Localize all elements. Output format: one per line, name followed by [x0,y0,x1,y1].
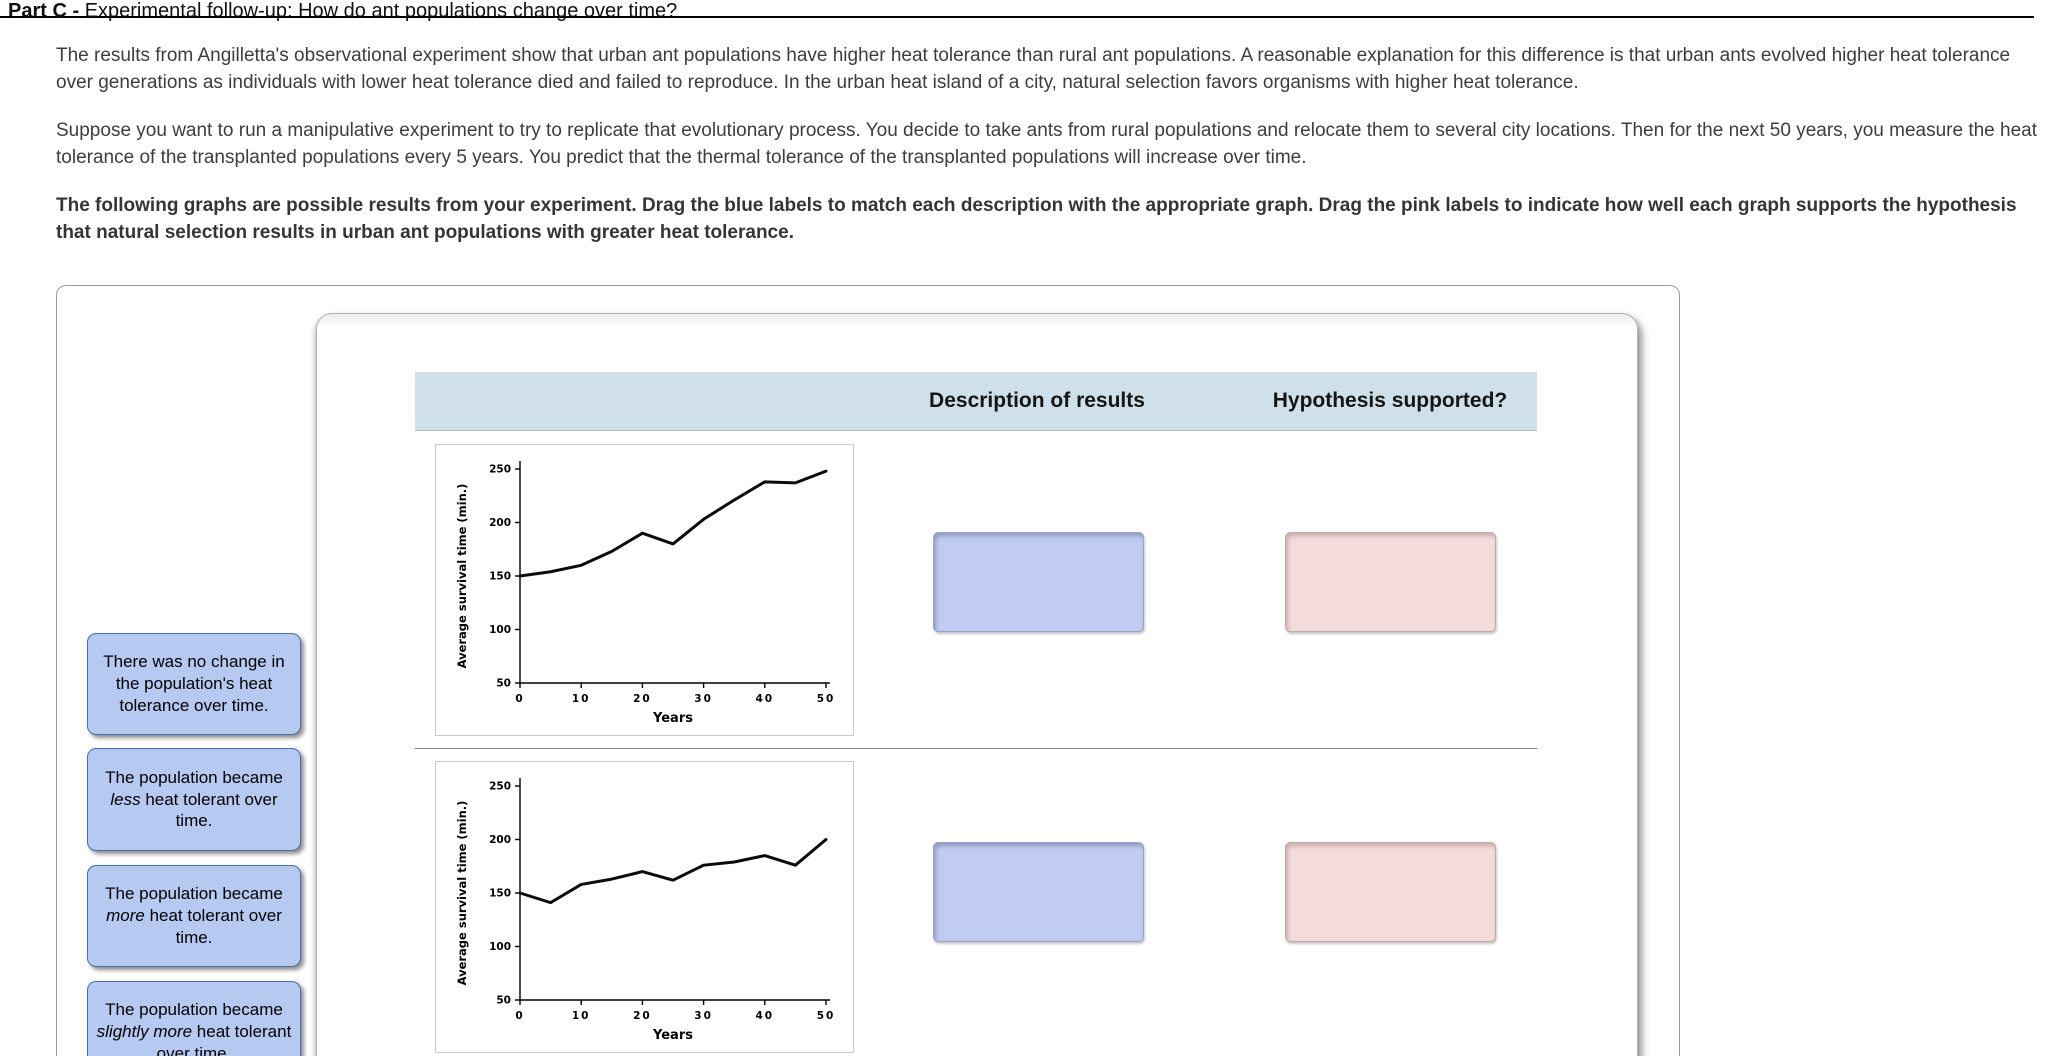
description-drop-zone-row1[interactable] [933,532,1144,632]
label-text-part: heat tolerant over time. [144,906,282,947]
svg-text:Years: Years [652,711,693,726]
svg-text:50: 50 [496,995,511,1007]
svg-text:20: 20 [633,1010,652,1022]
svg-text:30: 30 [694,693,713,705]
label-text-part: The population became [105,1000,283,1020]
description-drop-zone-row2[interactable] [933,842,1144,942]
label-text-italic: more [106,906,145,926]
svg-text:30: 30 [694,1010,713,1022]
svg-text:20: 20 [633,693,652,705]
svg-text:10: 10 [572,693,591,705]
top-divider [0,16,2034,18]
label-text-part: There was no change in the population's … [103,652,285,715]
svg-text:40: 40 [755,1010,774,1022]
graph-rising-slightly: 50 100 150 200 250 0 10 20 30 40 50 Years Average su… [435,761,854,1053]
drag-label-more-tolerant[interactable]: The population became more heat tolerant… [87,865,301,967]
drag-label-less-tolerant[interactable]: The population became less heat tolerant… [87,748,301,851]
label-text-italic: slightly more [96,1022,193,1042]
svg-text:Average survival time (min.): Average survival time (min.) [455,801,469,986]
label-text-part: The population became [105,767,283,787]
column-header-description: Description of results [929,389,1145,412]
svg-text:250: 250 [489,464,511,476]
paragraph-background: The results from Angilletta's observatio… [56,45,2011,93]
svg-text:100: 100 [489,624,511,636]
svg-text:50: 50 [817,1010,836,1022]
line-chart: 50 100 150 200 250 0 10 20 30 40 50 Years Average su… [455,461,836,726]
svg-text:50: 50 [817,693,836,705]
hypothesis-drop-zone-row2[interactable] [1285,842,1496,942]
part-label: Part C - [8,0,85,22]
drag-label-text: The population became less heat tolerant… [96,767,292,832]
svg-text:200: 200 [489,517,511,529]
svg-text:Average survival time (min.): Average survival time (min.) [455,484,469,669]
label-text-part: heat tolerant over time. [140,789,278,831]
drag-label-text: There was no change in the population's … [96,651,292,716]
drag-label-slightly-more-tolerant[interactable]: The population became slightly more heat… [87,981,301,1056]
instructions: The results from Angilletta's observatio… [56,42,2044,267]
svg-text:0: 0 [515,1010,524,1022]
line-chart: 50 100 150 200 250 0 10 20 30 40 50 Years Average su… [455,778,836,1043]
graph-rising-strongly: 50 100 150 200 250 0 10 20 30 40 50 Years Average su… [435,444,854,736]
column-header-hypothesis: Hypothesis supported? [1272,389,1508,412]
label-text-part: heat tolerant over time. [156,1022,292,1056]
svg-text:50: 50 [496,678,511,690]
table-header-band: Description of results Hypothesis suppor… [415,372,1537,431]
part-header: Part C - Experimental follow-up: How do … [8,0,677,23]
drag-label-text: The population became slightly more heat… [96,999,292,1056]
svg-text:40: 40 [755,693,774,705]
drag-label-text: The population became more heat tolerant… [96,883,292,948]
part-title: Experimental follow-up: How do ant popul… [84,0,678,22]
svg-text:10: 10 [572,1010,591,1022]
drag-label-no-change[interactable]: There was no change in the population's … [87,633,301,735]
paragraph-experiment: Suppose you want to run a manipulative e… [56,120,2038,168]
label-text-italic: less [110,789,141,809]
svg-text:Years: Years [652,1028,693,1043]
svg-text:0: 0 [515,693,524,705]
svg-text:200: 200 [489,834,511,846]
svg-text:150: 150 [489,888,511,900]
svg-text:250: 250 [489,781,511,793]
svg-text:100: 100 [489,941,511,953]
hypothesis-drop-zone-row1[interactable] [1285,532,1496,632]
label-text-part: The population became [105,884,283,904]
row-divider [415,748,1537,749]
svg-text:150: 150 [489,571,511,583]
paragraph-drag-instructions: The following graphs are possible result… [56,195,2017,243]
